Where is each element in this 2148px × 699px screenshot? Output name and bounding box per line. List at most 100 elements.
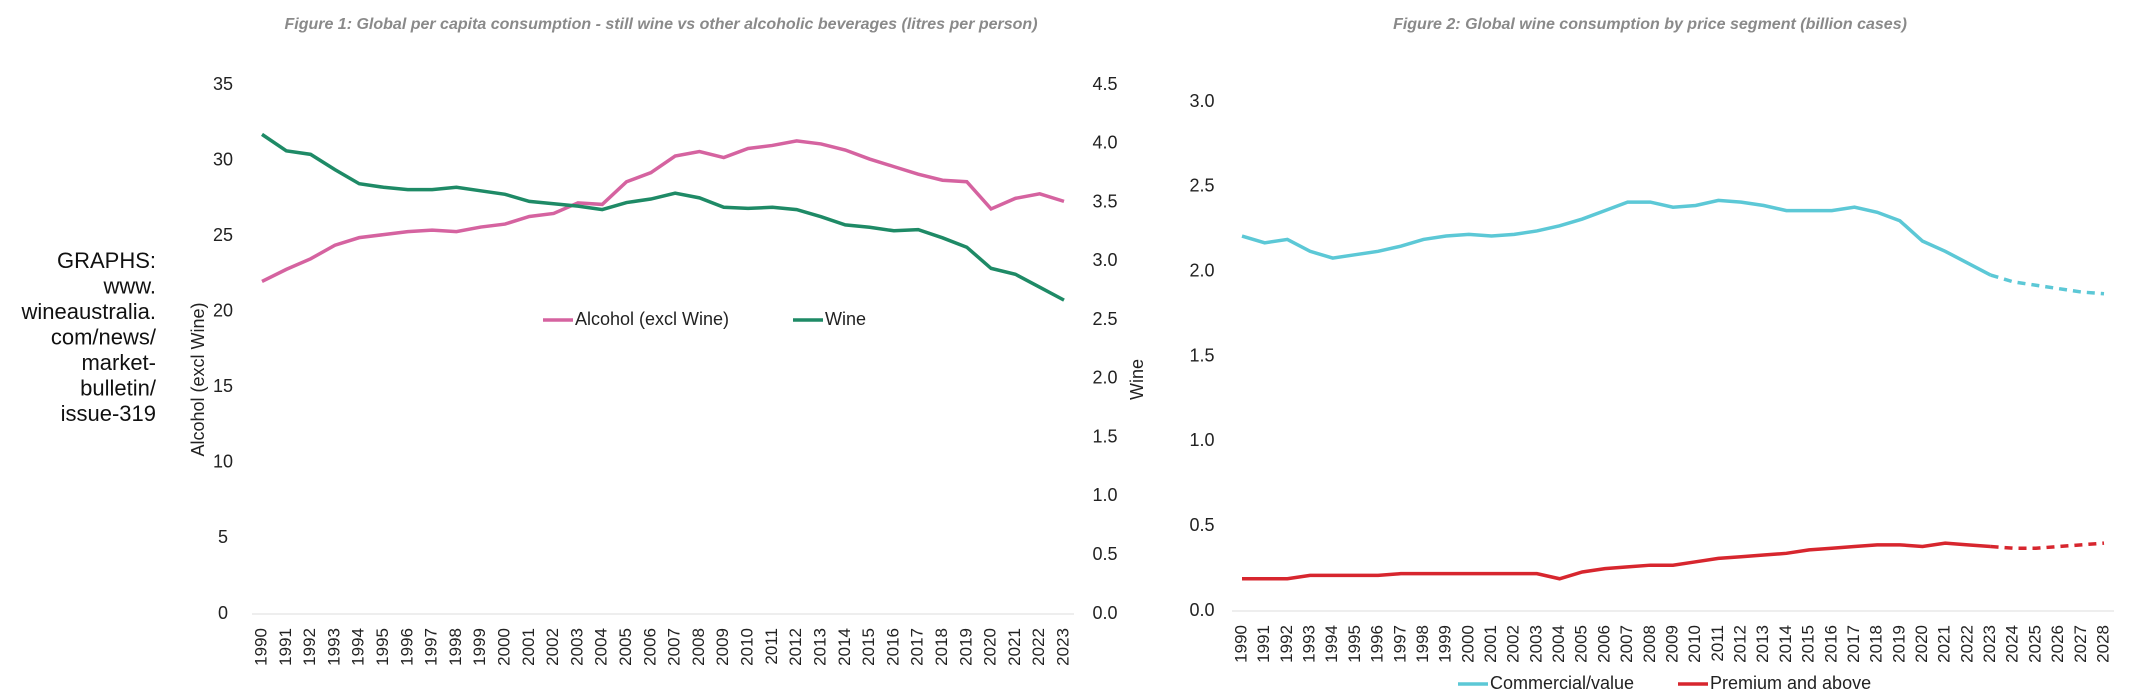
x-tick-label: 2024 [2003,625,2022,663]
y2-tick-label: 0.5 [1092,544,1117,564]
x-tick-label: 2014 [835,628,854,666]
x-tick-label: 2018 [1867,625,1886,663]
y-tick-label: 1.0 [1189,430,1214,450]
x-tick-label: 1998 [446,628,465,666]
x-tick-label: 1998 [1413,625,1432,663]
x-tick-label: 1996 [1368,625,1387,663]
x-tick-label: 2005 [1572,625,1591,663]
x-tick-label: 1997 [422,628,441,666]
series-line [261,139,1065,284]
x-tick-label: 2009 [713,628,732,666]
x-tick-label: 2015 [1799,625,1818,663]
x-tick-label: 1992 [1277,625,1296,663]
x-tick-label: 2025 [2025,625,2044,663]
y-tick-label: 3.0 [1189,91,1214,111]
x-tick-label: 2010 [1685,625,1704,663]
legend-label: Premium and above [1710,673,1871,693]
x-tick-label: 2003 [1526,625,1545,663]
x-tick-label: 2013 [1753,625,1772,663]
x-tick-label: 2016 [883,628,902,666]
x-tick-label: 2016 [1821,625,1840,663]
x-tick-label: 2013 [810,628,829,666]
y-tick-label: 1.5 [1189,345,1214,365]
x-tick-label: 2019 [956,628,975,666]
series-line [1990,541,2105,550]
x-tick-label: 2008 [1640,625,1659,663]
x-tick-label: 2009 [1662,625,1681,663]
x-tick-label: 2021 [1005,628,1024,666]
x-tick-label: 1994 [349,628,368,666]
y2-tick-label: 4.0 [1092,133,1117,153]
side-note: GRAPHS: [57,248,156,273]
x-tick-label: 2002 [543,628,562,666]
x-tick-label: 2011 [762,628,781,665]
legend-label: Wine [825,309,866,329]
x-tick-label: 1990 [251,628,270,666]
series-line [1990,273,2105,296]
y2-axis-label: Wine [1127,359,1147,400]
series-line [1241,198,1992,277]
y2-tick-label: 2.5 [1092,309,1117,329]
x-tick-label: 2020 [981,628,1000,666]
y2-tick-label: 2.0 [1092,368,1117,388]
x-tick-label: 2020 [1912,625,1931,663]
y-tick-label: 30 [213,149,233,169]
x-tick-label: 1996 [397,628,416,666]
y2-tick-label: 1.5 [1092,426,1117,446]
x-tick-label: 2021 [1935,625,1954,663]
y-axis-label: Alcohol (excl Wine) [188,302,208,456]
x-tick-label: 2004 [1549,625,1568,663]
x-tick-label: 2012 [1731,625,1750,663]
x-tick-label: 2005 [616,628,635,666]
side-note: www. [102,273,156,298]
x-tick-label: 1994 [1322,625,1341,663]
x-tick-label: 1993 [1300,625,1319,663]
series-line [1242,541,1991,581]
x-tick-label: 2010 [738,628,757,666]
chart-title: Figure 2: Global wine consumption by pri… [1393,16,1907,33]
y-tick-label: 2.0 [1189,260,1214,280]
y-tick-label: 5 [218,527,228,547]
side-note: issue-319 [61,401,156,426]
x-tick-label: 2027 [2071,625,2090,663]
side-note: wineaustralia. [20,299,156,324]
x-tick-label: 2011 [1708,625,1727,662]
x-tick-label: 2022 [1957,625,1976,663]
y-tick-label: 25 [213,225,233,245]
x-tick-label: 2022 [1029,628,1048,666]
y2-tick-label: 0.0 [1092,603,1117,623]
chart-title: Figure 1: Global per capita consumption … [284,16,1037,33]
x-tick-label: 1993 [324,628,343,666]
y2-tick-label: 4.5 [1092,74,1117,94]
x-tick-label: 2001 [1481,625,1500,663]
x-tick-label: 1995 [373,628,392,666]
x-tick-label: 2006 [1594,625,1613,663]
x-tick-label: 2026 [2048,625,2067,663]
legend-label: Alcohol (excl Wine) [575,309,729,329]
x-tick-label: 2001 [519,628,538,666]
x-tick-label: 2003 [567,628,586,666]
x-tick-label: 1991 [1254,625,1273,663]
x-tick-label: 2014 [1776,625,1795,663]
x-tick-label: 2017 [908,628,927,666]
x-tick-label: 2000 [1458,625,1477,663]
x-tick-label: 2028 [2093,625,2112,663]
x-tick-label: 2007 [1617,625,1636,663]
x-tick-label: 1997 [1390,625,1409,663]
side-note: bulletin/ [80,375,157,400]
y-tick-label: 15 [213,376,233,396]
x-tick-label: 2000 [495,628,514,666]
y-tick-label: 0.5 [1189,515,1214,535]
x-tick-label: 2008 [689,628,708,666]
x-tick-label: 2006 [640,628,659,666]
x-tick-label: 1999 [1436,625,1455,663]
y-tick-label: 2.5 [1189,176,1214,196]
x-tick-label: 2012 [786,628,805,666]
x-tick-label: 2023 [1053,628,1072,666]
x-tick-label: 1990 [1231,625,1250,663]
x-tick-label: 2023 [1980,625,1999,663]
y2-tick-label: 3.5 [1092,191,1117,211]
x-tick-label: 2018 [932,628,951,666]
series-line [261,132,1065,302]
